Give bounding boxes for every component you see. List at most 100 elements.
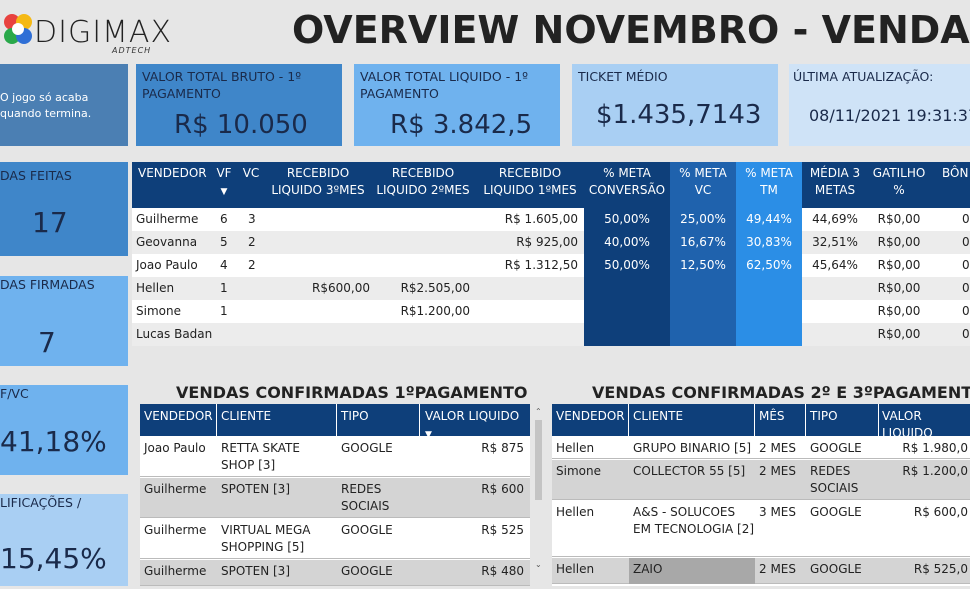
table-cell: Simone [556, 464, 601, 478]
col-header-valor-liquido[interactable]: VALOR LIQUIDO▼ [879, 404, 970, 457]
kpi-ticket-medio: TICKET MÉDIO $1.435,7143 [572, 64, 778, 146]
col-header-vendedor[interactable]: VENDEDOR [552, 404, 628, 436]
kpi-valor-liquido: VALOR TOTAL LIQUIDO - 1º PAGAMENTO R$ 3.… [354, 64, 560, 146]
table-cell: REDES SOCIAIS [341, 482, 390, 513]
logo-subtext: ADTECH [112, 46, 152, 55]
col-header-meta-vc[interactable]: % META VC [670, 162, 736, 208]
table-cell: 50,00% [604, 258, 650, 272]
meta-conversao-column [584, 208, 670, 346]
table-cell: 62,50% [746, 258, 792, 272]
sort-down-icon: ▼ [425, 430, 432, 440]
col-header-meta-conversao[interactable]: % META CONVERSÃO [584, 162, 670, 208]
col-header-recebido-3mes[interactable]: RECEBIDO LIQUIDO 3ºMES [266, 162, 370, 208]
col-header-vf[interactable]: VF ▼ [212, 162, 236, 208]
table-cell: R$ 600,0 [913, 505, 968, 519]
card-value: 17 [32, 206, 68, 239]
col-header-cliente[interactable]: CLIENTE [629, 404, 754, 436]
table-cell: 2 [248, 235, 256, 249]
col-header-recebido-1mes[interactable]: RECEBIDO LIQUIDO 1ºMES [476, 162, 584, 208]
table-cell: Simone [136, 304, 181, 318]
table-row[interactable]: Joao Paulo RETTA SKATE SHOP [3] GOOGLE R$ 8… [140, 437, 530, 477]
table-row[interactable]: Lucas Badan R$0,00 0 [132, 323, 970, 346]
col-header-recebido-2mes[interactable]: RECEBIDO LIQUIDO 2ºMES [370, 162, 476, 208]
table-cell [236, 323, 266, 346]
table-cell: Guilherme [144, 482, 207, 496]
kpi-valor-bruto: VALOR TOTAL BRUTO - 1º PAGAMENTO R$ 10.0… [136, 64, 342, 146]
first-payment-scrollbar[interactable]: ⌃ ⌄ [534, 404, 544, 584]
col-header-tipo[interactable]: TIPO [337, 404, 419, 436]
table-cell: Guilherme [144, 564, 207, 578]
col-header-valor-liquido[interactable]: VALOR LIQUIDO▼ [420, 404, 530, 440]
table-cell: R$ 925,00 [516, 235, 578, 249]
table-cell [476, 300, 584, 323]
table-cell: R$ 480 [481, 564, 524, 578]
table-cell: 3 MES [759, 505, 797, 519]
meta-tm-column [736, 208, 802, 346]
table-row[interactable]: Geovanna 5 2 R$ 925,00 40,00% 16,67% 30,83% 32,… [132, 231, 970, 254]
table-cell: 0 [962, 212, 970, 226]
table-cell: Hellen [556, 505, 595, 519]
table-cell: R$ 1.312,50 [504, 258, 578, 272]
col-header-vendedor[interactable]: VENDEDOR [140, 404, 216, 436]
table-cell [670, 277, 736, 300]
table-row[interactable]: Hellen ZAIO 2 MES GOOGLE R$ 525,0 [552, 558, 970, 584]
table-cell: R$2.505,00 [400, 281, 470, 295]
col-header-mes[interactable]: MÊS [755, 404, 805, 436]
table-cell [802, 277, 868, 300]
kpi-ultima-atualizacao: ÚLTIMA ATUALIZAÇÃO: 08/11/2021 19:31:37 [789, 64, 970, 146]
table-cell: GRUPO BINARIO [5] [633, 441, 752, 455]
table-cell [802, 300, 868, 323]
table-row[interactable]: Guilherme VIRTUAL MEGA SHOPPING [5] GOOGLE… [140, 519, 530, 559]
table-cell: R$ 1.605,00 [504, 212, 578, 226]
table-cell: R$ 1.200,0 [902, 464, 968, 478]
table-cell: GOOGLE [810, 562, 862, 576]
logo-flower-icon [4, 14, 32, 44]
col-header-meta-tm[interactable]: % META TM [736, 162, 802, 208]
scrollbar-thumb[interactable] [535, 420, 542, 500]
table-row[interactable]: Simone COLLECTOR 55 [5] 2 MES REDES SOCIAIS… [552, 460, 970, 500]
table-row[interactable]: Hellen 1 R$600,00 R$2.505,00 R$0,00 0 [132, 277, 970, 300]
table-row[interactable]: Guilherme SPOTEN [3] GOOGLE R$ 480 [140, 560, 530, 586]
table-cell: R$0,00 [877, 258, 921, 272]
col-header-vc[interactable]: VC [236, 162, 266, 208]
table-cell [266, 323, 370, 346]
col-header-media-3-metas[interactable]: MÉDIA 3 METAS [802, 162, 868, 208]
col-header-bonus[interactable]: BÔN [930, 162, 970, 208]
table-cell: 0 [962, 281, 970, 295]
table-cell: ZAIO [629, 558, 755, 584]
col-header-cliente[interactable]: CLIENTE [217, 404, 336, 436]
table-cell: 2 MES [759, 441, 797, 455]
table-cell [802, 323, 868, 346]
table-row[interactable]: Guilherme SPOTEN [3] REDES SOCIAIS R$ 600 [140, 478, 530, 518]
table-cell: 30,83% [746, 235, 792, 249]
col-header-vendedor[interactable]: VENDEDOR [132, 162, 212, 208]
col-header-tipo[interactable]: TIPO [806, 404, 878, 436]
table-cell: R$0,00 [877, 212, 921, 226]
table-row[interactable]: Hellen A&S - SOLUCOES EM TECNOLOGIA [2] 3 … [552, 501, 970, 557]
table-cell: Joao Paulo [136, 258, 198, 272]
row-background [802, 323, 970, 346]
motto-card: O jogo só acaba quando termina. [0, 64, 128, 146]
meta-vc-column [670, 208, 736, 346]
table-cell: 32,51% [812, 235, 858, 249]
table-cell: 0 [962, 304, 970, 318]
table-cell: Geovanna [136, 235, 198, 249]
table-cell [370, 231, 476, 254]
table-cell [236, 300, 266, 323]
table-cell: 1 [220, 304, 228, 318]
scroll-up-icon[interactable]: ⌃ [535, 407, 542, 416]
table-cell [370, 208, 476, 231]
table-cell: 0 [962, 327, 970, 341]
table-cell: GOOGLE [341, 441, 393, 455]
table-row[interactable]: Hellen GRUPO BINARIO [5] 2 MES GOOGLE R$ 1.9… [552, 437, 970, 459]
table-cell: R$ 600 [481, 482, 524, 496]
card-label: DAS FEITAS [0, 168, 72, 183]
table-row[interactable]: Joao Paulo 4 2 R$ 1.312,50 50,00% 12,50% 62,50… [132, 254, 970, 277]
table-row[interactable]: Guilherme 6 3 R$ 1.605,00 50,00% 25,00% 49,44%… [132, 208, 970, 231]
table-cell: 1 [220, 281, 228, 295]
col-header-gatilho[interactable]: GATILHO % [868, 162, 930, 208]
scroll-down-icon[interactable]: ⌄ [535, 560, 542, 569]
table-cell: VIRTUAL MEGA SHOPPING [5] [221, 523, 311, 554]
row-background [802, 208, 970, 231]
table-row[interactable]: Simone 1 R$1.200,00 R$0,00 0 [132, 300, 970, 323]
